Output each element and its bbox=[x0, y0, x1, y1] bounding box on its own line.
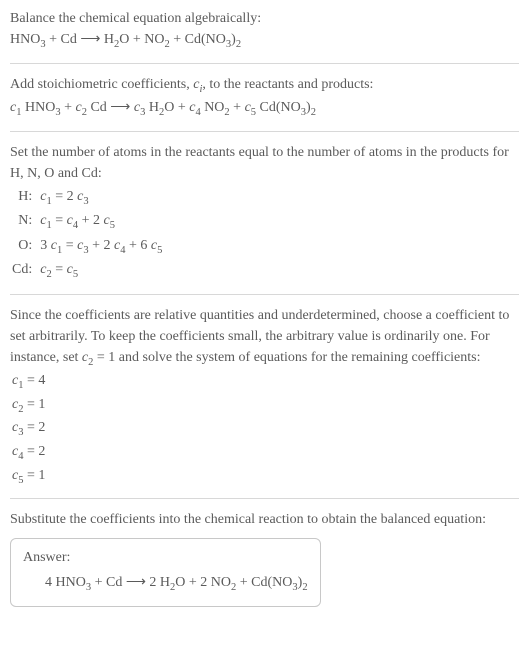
eq-text: 4 HNO bbox=[45, 575, 86, 590]
eq-arrow: ⟶ bbox=[80, 32, 100, 47]
solution-line: c4 = 2 bbox=[12, 441, 519, 465]
eq-text: = bbox=[52, 213, 67, 228]
table-row: H: c1 = 2 c3 bbox=[12, 186, 168, 211]
answer-box: Answer: 4 HNO3 + Cd ⟶ 2 H2O + 2 NO2 + Cd… bbox=[10, 538, 321, 607]
eq-text: + Cd bbox=[46, 32, 81, 47]
eq-text: = 2 bbox=[52, 189, 77, 204]
eq-text: + 6 bbox=[125, 238, 150, 253]
solution-line: c5 = 1 bbox=[12, 465, 519, 489]
eq-text: + bbox=[61, 100, 76, 115]
eq-sub: 2 bbox=[302, 582, 307, 593]
eq-text: 3 bbox=[40, 238, 51, 253]
val: = 2 bbox=[23, 420, 45, 435]
eq-arrow: ⟶ bbox=[126, 575, 146, 590]
eq-sub: 2 bbox=[236, 39, 241, 50]
atom-equation: 3 c1 = c3 + 2 c4 + 6 c5 bbox=[40, 235, 168, 260]
eq-text: O + NO bbox=[119, 32, 164, 47]
answer-equation: 4 HNO3 + Cd ⟶ 2 H2O + 2 NO2 + Cd(NO3)2 bbox=[23, 572, 308, 596]
atom-equation: c1 = c4 + 2 c5 bbox=[40, 210, 168, 235]
eq-text: + Cd(NO bbox=[170, 32, 226, 47]
coef-sub: 5 bbox=[110, 220, 115, 231]
intro-equation: HNO3 + Cd ⟶ H2O + NO2 + Cd(NO3)2 bbox=[10, 29, 519, 53]
eq-text: Cd bbox=[87, 100, 110, 115]
eq-text: H bbox=[100, 32, 114, 47]
eq-arrow: ⟶ bbox=[110, 100, 130, 115]
coef-sub: 3 bbox=[83, 195, 88, 206]
eq-text: Cd(NO bbox=[256, 100, 301, 115]
table-row: N: c1 = c4 + 2 c5 bbox=[12, 210, 168, 235]
text: = 1 and solve the system of equations fo… bbox=[93, 350, 480, 365]
subst-section: Substitute the coefficients into the che… bbox=[10, 509, 519, 530]
choose-text: Since the coefficients are relative quan… bbox=[10, 305, 519, 371]
element-label: N: bbox=[12, 210, 40, 235]
eq-text: + Cd bbox=[91, 575, 126, 590]
divider bbox=[10, 294, 519, 295]
eq-text: = bbox=[52, 262, 67, 277]
eq-text: O + bbox=[164, 100, 189, 115]
atom-equation: c2 = c5 bbox=[40, 259, 168, 284]
eq-text: HNO bbox=[10, 32, 40, 47]
divider bbox=[10, 131, 519, 132]
solution-line: c1 = 4 bbox=[12, 370, 519, 394]
eq-text: O + 2 NO bbox=[175, 575, 231, 590]
stoich-section: Add stoichiometric coefficients, ci, to … bbox=[10, 74, 519, 121]
atoms-table: H: c1 = 2 c3 N: c1 = c4 + 2 c5 O: 3 c1 =… bbox=[12, 186, 168, 284]
eq-text: 2 H bbox=[146, 575, 170, 590]
atoms-section: Set the number of atoms in the reactants… bbox=[10, 142, 519, 284]
eq-text: = bbox=[62, 238, 77, 253]
divider bbox=[10, 498, 519, 499]
element-label: O: bbox=[12, 235, 40, 260]
divider bbox=[10, 63, 519, 64]
eq-text: + bbox=[230, 100, 245, 115]
stoich-equation: c1 HNO3 + c2 Cd ⟶ c3 H2O + c4 NO2 + c5 C… bbox=[10, 97, 519, 121]
val: = 1 bbox=[23, 468, 45, 483]
stoich-text: Add stoichiometric coefficients, ci, to … bbox=[10, 74, 519, 98]
subst-text: Substitute the coefficients into the che… bbox=[10, 509, 519, 530]
atom-equation: c1 = 2 c3 bbox=[40, 186, 168, 211]
eq-sub: 2 bbox=[311, 107, 316, 118]
table-row: O: 3 c1 = c3 + 2 c4 + 6 c5 bbox=[12, 235, 168, 260]
choose-section: Since the coefficients are relative quan… bbox=[10, 305, 519, 488]
text: , to the reactants and products: bbox=[202, 77, 373, 92]
eq-text: HNO bbox=[21, 100, 55, 115]
atoms-intro: Set the number of atoms in the reactants… bbox=[10, 142, 519, 184]
val: = 4 bbox=[23, 373, 45, 388]
eq-text: + 2 bbox=[89, 238, 114, 253]
solution-list: c1 = 4 c2 = 1 c3 = 2 c4 = 2 c5 = 1 bbox=[12, 370, 519, 488]
solution-line: c2 = 1 bbox=[12, 394, 519, 418]
intro-line1: Balance the chemical equation algebraica… bbox=[10, 8, 519, 29]
answer-label: Answer: bbox=[23, 547, 308, 568]
table-row: Cd: c2 = c5 bbox=[12, 259, 168, 284]
element-label: Cd: bbox=[12, 259, 40, 284]
eq-text: + Cd(NO bbox=[236, 575, 292, 590]
eq-text: + 2 bbox=[78, 213, 103, 228]
element-label: H: bbox=[12, 186, 40, 211]
solution-line: c3 = 2 bbox=[12, 417, 519, 441]
coef-sub: 5 bbox=[73, 269, 78, 280]
val: = 1 bbox=[23, 397, 45, 412]
eq-text: H bbox=[145, 100, 159, 115]
coef-sub: 5 bbox=[157, 245, 162, 256]
intro-section: Balance the chemical equation algebraica… bbox=[10, 8, 519, 53]
eq-text: NO bbox=[201, 100, 225, 115]
text: Add stoichiometric coefficients, bbox=[10, 77, 193, 92]
val: = 2 bbox=[23, 444, 45, 459]
coef: c bbox=[130, 100, 140, 115]
